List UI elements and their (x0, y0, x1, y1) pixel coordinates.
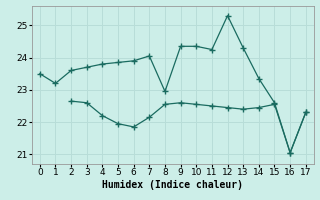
X-axis label: Humidex (Indice chaleur): Humidex (Indice chaleur) (102, 180, 243, 190)
